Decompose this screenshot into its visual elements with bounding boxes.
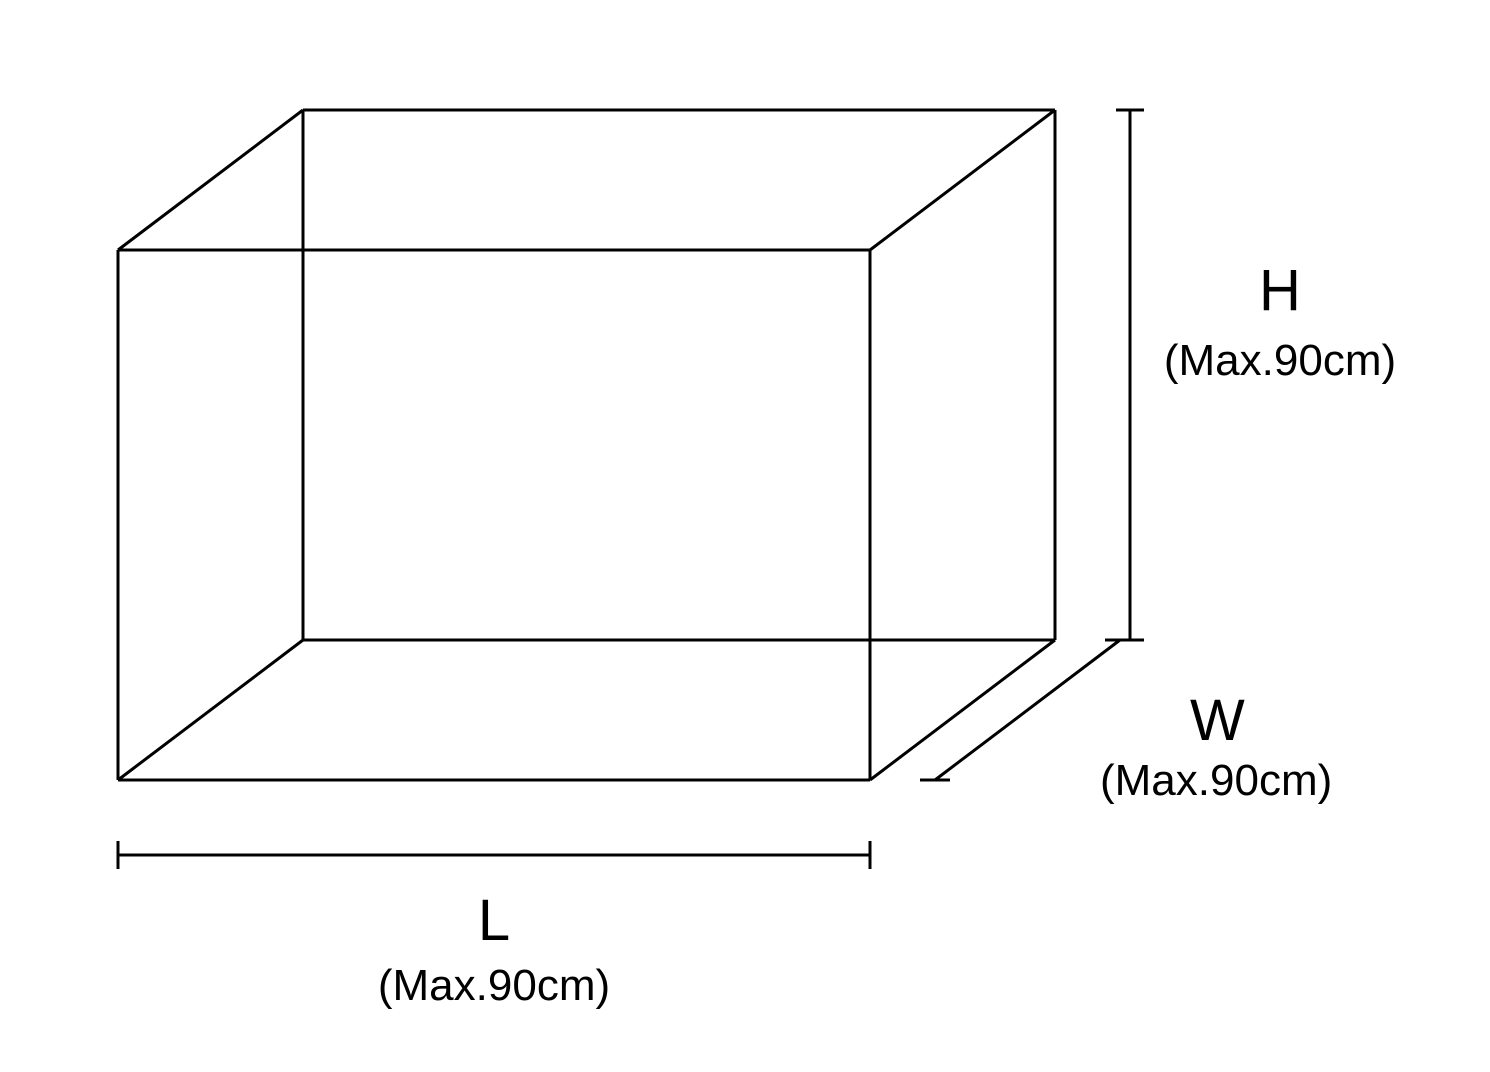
width-letter: W (1190, 688, 1245, 753)
edge-depth-bottom-left (118, 640, 303, 780)
dimension-length: L (Max.90cm) (118, 841, 870, 1010)
box-wireframe (118, 110, 1055, 780)
length-note: (Max.90cm) (378, 961, 610, 1010)
edge-depth-top-right (870, 110, 1055, 250)
edge-depth-top-left (118, 110, 303, 250)
height-letter: H (1259, 258, 1301, 323)
width-note: (Max.90cm) (1100, 756, 1332, 805)
dimension-height: H (Max.90cm) (1116, 110, 1396, 640)
height-note: (Max.90cm) (1164, 336, 1396, 385)
length-letter: L (478, 888, 510, 953)
dimension-diagram: L (Max.90cm) W (Max.90cm) H (Max.90cm) (0, 0, 1490, 1072)
dimension-width: W (Max.90cm) (920, 640, 1332, 805)
